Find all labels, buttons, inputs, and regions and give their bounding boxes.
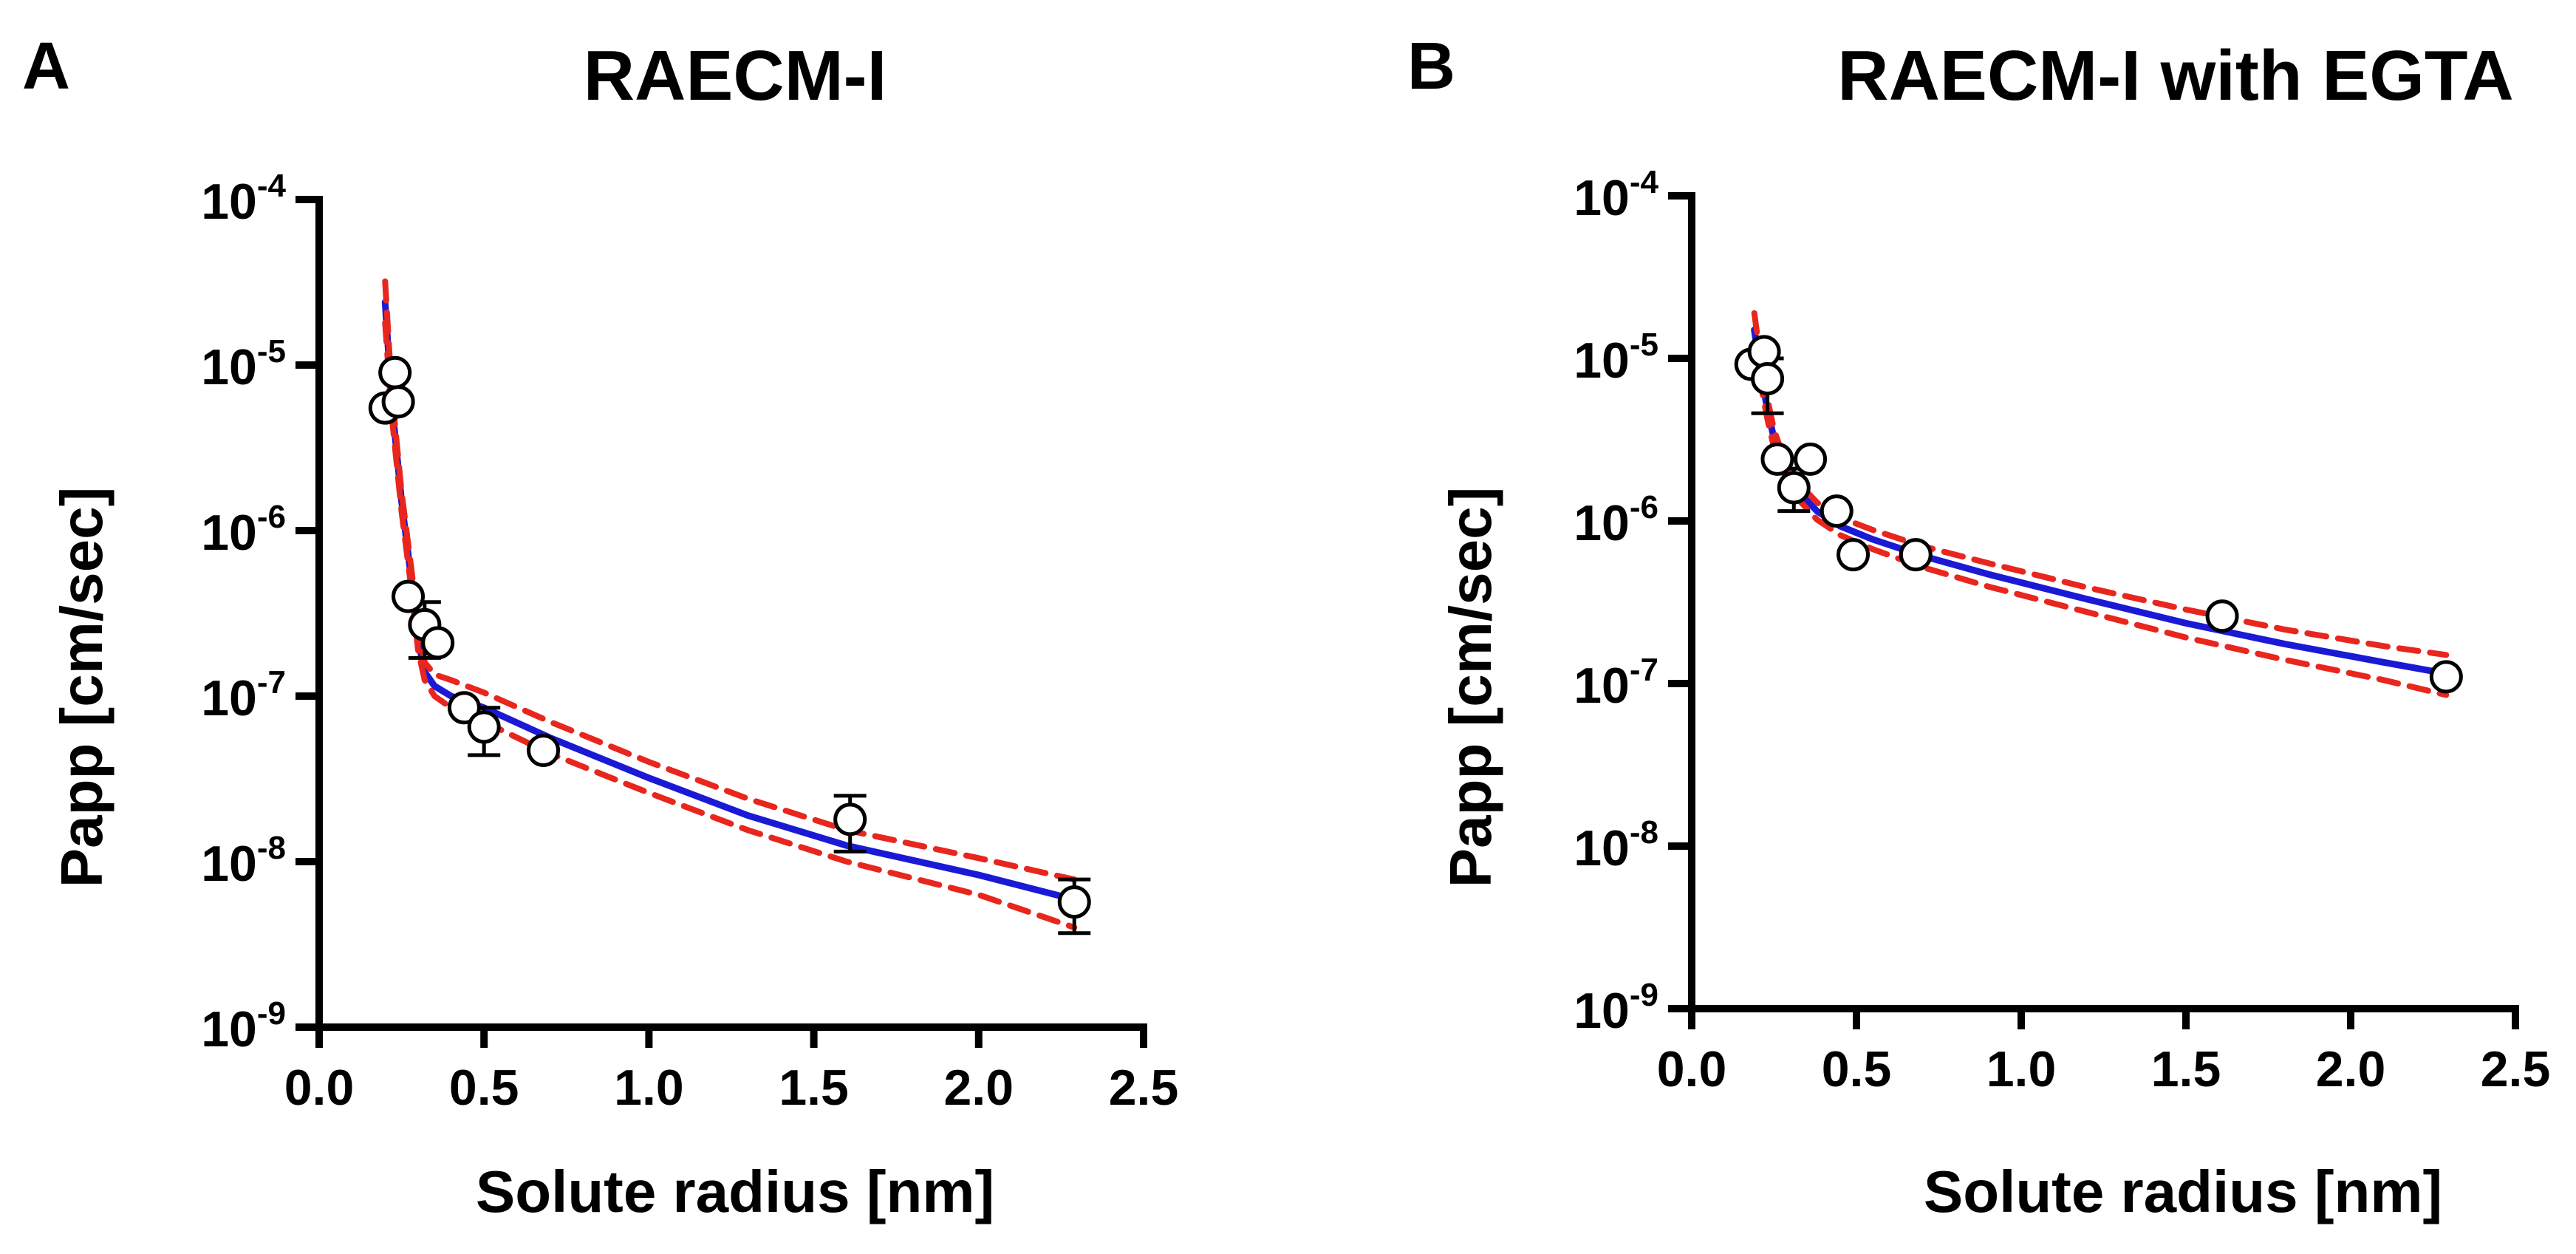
- lower-ci-line: [1751, 342, 2450, 698]
- y-tick-label: 10-6: [1574, 489, 1658, 551]
- y-tick-label: 10-8: [1574, 814, 1658, 876]
- x-tick-label: 0.0: [1657, 1041, 1727, 1097]
- data-point: [1794, 442, 1828, 476]
- y-tick-label: 10-4: [1574, 164, 1658, 226]
- data-point: [1837, 538, 1870, 572]
- panel-b-letter: B: [1407, 30, 1455, 103]
- data-point: [392, 579, 426, 613]
- fit-line: [1751, 326, 2450, 678]
- x-tick-label: 1.5: [779, 1060, 849, 1116]
- x-tick-label: 2.5: [1109, 1060, 1179, 1116]
- data-point: [1760, 442, 1794, 476]
- lower-ci-line: [382, 319, 1078, 931]
- data-point: [2429, 660, 2463, 694]
- panel-a-points: [368, 355, 1091, 919]
- panel-a-lines: [381, 278, 1078, 931]
- data-point: [378, 355, 412, 389]
- panel-a-errorbars: [408, 600, 1091, 936]
- y-tick-label: 10-5: [201, 333, 286, 395]
- x-tick-label: 0.5: [449, 1060, 519, 1116]
- x-tick-label: 1.0: [614, 1060, 684, 1116]
- panel-b-points: [1734, 335, 2463, 694]
- panel-b-axes: [1688, 192, 2519, 1012]
- panel-b: B RAECM-I with EGTA 0.0 0.5 1.0 1.5 2.0 2.5 10…: [1407, 30, 2550, 1224]
- data-point: [527, 733, 561, 767]
- panel-a-ticks: 0.0 0.5 1.0 1.5 2.0 2.5 10-4 10-5 10-6 10-7 10-8 10…: [201, 168, 1178, 1116]
- data-point: [421, 626, 455, 660]
- panel-a-x-axis-label: Solute radius [nm]: [476, 1159, 994, 1224]
- x-tick-label: 1.5: [2151, 1041, 2221, 1097]
- data-point: [2205, 599, 2239, 633]
- panel-b-lines: [1751, 310, 2450, 698]
- data-point: [833, 803, 867, 836]
- upper-ci-line: [382, 278, 1078, 883]
- x-tick-label: 0.5: [1822, 1041, 1892, 1097]
- panel-b-ticks: 0.0 0.5 1.0 1.5 2.0 2.5 10-4 10-5 10-6 10-7 10-8 10…: [1574, 164, 2550, 1097]
- x-tick-label: 2.0: [944, 1060, 1014, 1116]
- y-tick-label: 10-8: [201, 830, 286, 892]
- x-tick-label: 2.5: [2481, 1041, 2551, 1097]
- data-point: [467, 710, 501, 744]
- panel-b-y-axis-label: Papp [cm/sec]: [1438, 487, 1503, 887]
- y-tick-label: 10-5: [1574, 327, 1658, 389]
- panel-a-axes: [315, 196, 1147, 1031]
- y-tick-label: 10-9: [1574, 977, 1658, 1039]
- y-tick-label: 10-7: [1574, 652, 1658, 714]
- data-point: [1899, 538, 1933, 572]
- panel-a-y-axis-label: Papp [cm/sec]: [49, 487, 115, 887]
- panel-a-title: RAECM-I: [584, 36, 887, 115]
- x-tick-label: 1.0: [1986, 1041, 2057, 1097]
- y-tick-label: 10-4: [201, 168, 286, 230]
- y-tick-label: 10-7: [201, 664, 286, 726]
- data-point: [1057, 885, 1091, 919]
- y-tick-label: 10-9: [201, 995, 286, 1057]
- data-point: [381, 385, 415, 419]
- panel-a: A RAECM-I 0.0 0.5 1.0 1.5 2.0 2.5 10-4 10-5 10-6…: [22, 30, 1178, 1224]
- data-point: [1820, 494, 1854, 528]
- data-point: [1751, 361, 1785, 395]
- data-point: [1747, 335, 1781, 369]
- panel-a-letter: A: [22, 30, 70, 103]
- panel-b-x-axis-label: Solute radius [nm]: [1924, 1159, 2442, 1224]
- x-tick-label: 0.0: [284, 1060, 355, 1116]
- x-tick-label: 2.0: [2316, 1041, 2386, 1097]
- data-point: [447, 691, 481, 725]
- fit-line: [381, 299, 1078, 903]
- panel-b-title: RAECM-I with EGTA: [1837, 36, 2513, 115]
- y-tick-label: 10-6: [201, 499, 286, 561]
- data-point: [1777, 471, 1811, 505]
